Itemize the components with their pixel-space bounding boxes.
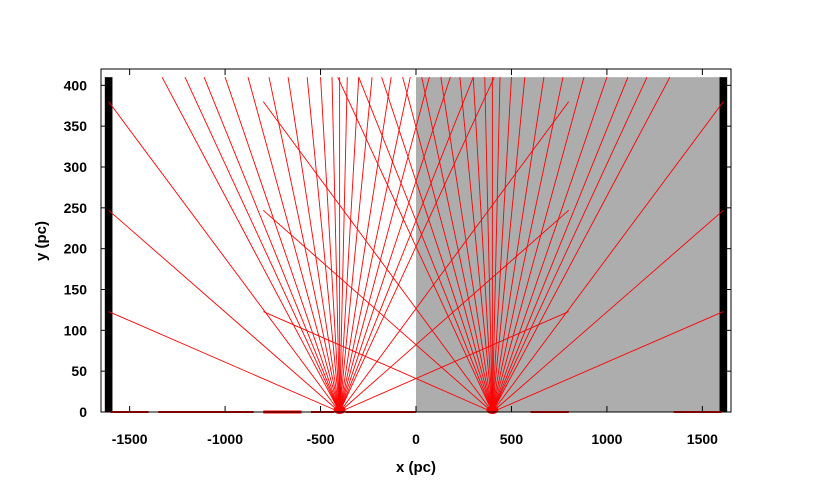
- ray-17: [339, 77, 373, 413]
- ray-18: [339, 77, 392, 413]
- shaded-region: [416, 77, 722, 413]
- y-tick-label: 400: [64, 77, 88, 93]
- y-tick-label: 100: [64, 322, 88, 338]
- ray-43: [459, 77, 493, 413]
- ray-39: [491, 77, 501, 413]
- ray-46: [402, 77, 493, 413]
- ray-51: [262, 209, 493, 413]
- ray-15: [339, 77, 348, 413]
- y-axis-label: y (pc): [33, 221, 50, 261]
- ray-45: [421, 77, 493, 413]
- ray-22: [339, 76, 474, 413]
- ray-47: [381, 77, 493, 413]
- y-tick-label: 250: [64, 200, 88, 216]
- ray-35: [491, 77, 564, 413]
- ray-1: [108, 101, 340, 413]
- x-axis-label: x (pc): [396, 459, 436, 476]
- ray-50: [262, 101, 493, 413]
- ray-16: [339, 77, 360, 413]
- ray-44: [440, 77, 493, 413]
- y-tick-label: 300: [64, 159, 88, 175]
- ray-13: [331, 77, 341, 413]
- ray-41: [484, 77, 493, 413]
- ray-27: [492, 101, 724, 413]
- y-tick-label: 50: [71, 363, 87, 379]
- ray-21: [339, 77, 451, 413]
- ray-28: [492, 209, 724, 413]
- ray-19: [339, 77, 411, 413]
- ray-11: [306, 77, 341, 413]
- ray-7: [224, 77, 341, 413]
- ray-37: [491, 77, 526, 413]
- ray-48: [358, 76, 493, 413]
- y-tick-label: 0: [79, 404, 87, 420]
- x-tick-label: -1500: [112, 431, 148, 447]
- ray-9: [268, 77, 341, 413]
- ray-36: [491, 77, 545, 413]
- x-tick-label: 500: [500, 431, 524, 447]
- y-tick-label: 150: [64, 282, 88, 298]
- ray-20: [339, 77, 430, 413]
- ray-8: [247, 77, 341, 413]
- ray-34: [491, 77, 585, 413]
- ray-5: [184, 76, 341, 413]
- ray-31: [491, 76, 648, 413]
- ray-2: [108, 209, 340, 413]
- y-axis: 0 50 100 150 200 250 300 350 400: [64, 77, 731, 420]
- source-marker-1: [333, 406, 346, 414]
- ray-52: [263, 311, 493, 413]
- ray-38: [491, 77, 512, 413]
- boundary-wall-2: [719, 77, 728, 413]
- y-tick-label: 350: [64, 118, 88, 134]
- x-tick-label: 1500: [687, 431, 718, 447]
- source-marker-2: [486, 406, 499, 414]
- ray-49: [337, 76, 493, 413]
- ray-32: [491, 76, 629, 413]
- ray-10: [287, 77, 341, 413]
- x-tick-label: 1000: [591, 431, 622, 447]
- ray-42: [472, 77, 493, 413]
- ray-6: [203, 76, 341, 413]
- x-axis: -1500 -1000 -500 0 500 1000 1500: [112, 69, 718, 447]
- ray-24: [339, 101, 570, 413]
- ray-12: [320, 77, 341, 413]
- x-tick-label: 0: [412, 431, 420, 447]
- ray-30: [491, 76, 671, 413]
- x-tick-label: -1000: [207, 431, 243, 447]
- ray-4: [161, 76, 341, 413]
- boundary-wall-1: [104, 77, 113, 413]
- y-tick-label: 200: [64, 241, 88, 257]
- ray-25: [339, 209, 570, 413]
- x-tick-label: -500: [307, 431, 335, 447]
- ray-3: [108, 311, 340, 413]
- plot-area: [104, 76, 728, 414]
- ray-29: [492, 311, 724, 413]
- ray-33: [491, 77, 608, 413]
